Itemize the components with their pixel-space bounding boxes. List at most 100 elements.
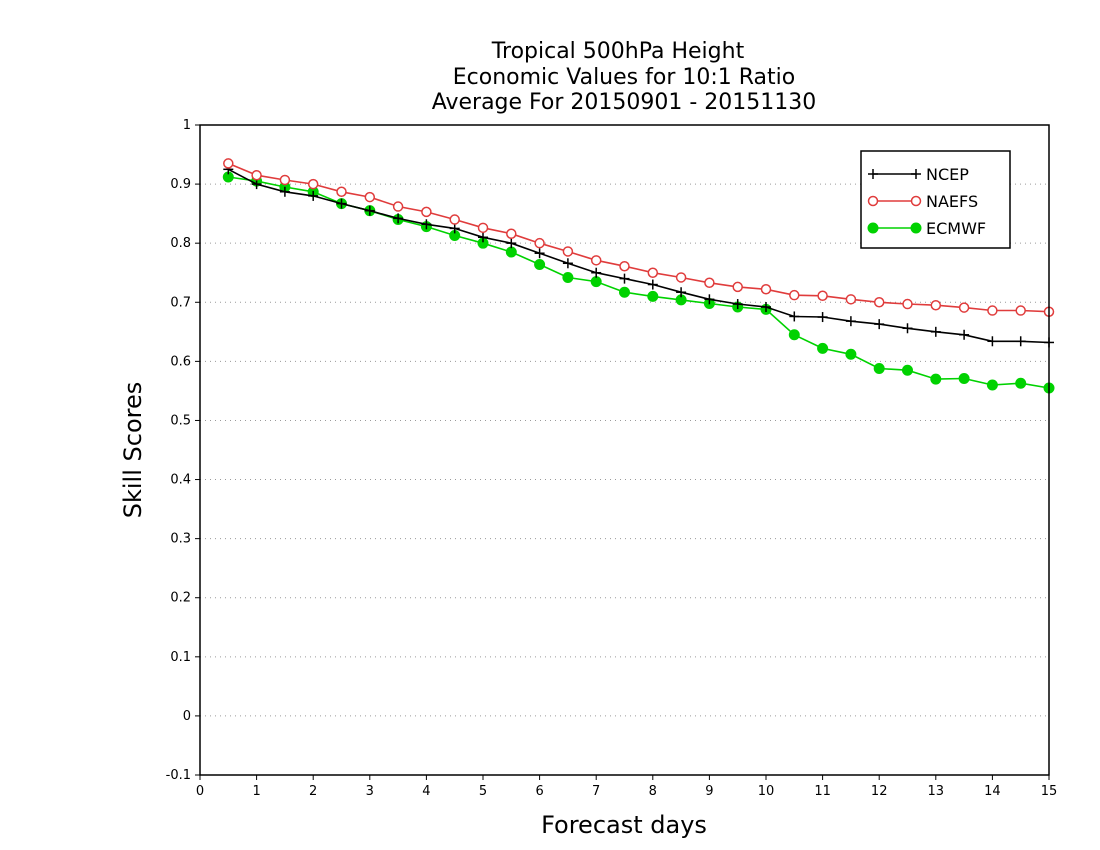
data-point-naefs — [421, 206, 432, 218]
data-point-naefs — [223, 158, 234, 169]
data-point-naefs — [279, 174, 291, 186]
x-tick-label: 12 — [871, 784, 888, 799]
data-point-ecmwf — [1015, 377, 1027, 389]
data-point-ncep — [874, 319, 885, 330]
data-point-ncep — [251, 179, 262, 190]
data-point-naefs — [958, 302, 970, 313]
data-point-ecmwf — [619, 286, 630, 298]
y-tick-label: 0.7 — [170, 295, 191, 310]
data-point-ncep — [364, 205, 375, 216]
legend-entry-ncep: NCEP — [868, 165, 969, 184]
data-point-naefs — [704, 277, 715, 289]
data-point-ncep — [789, 311, 800, 322]
data-point-ncep — [761, 302, 771, 312]
x-tick-label: 4 — [422, 784, 430, 799]
legend-entry-ecmwf: ECMWF — [867, 219, 986, 238]
data-point-naefs — [987, 305, 998, 316]
data-point-ncep — [1015, 336, 1026, 347]
y-tick-label: 0 — [183, 709, 191, 724]
y-axis-label: Skill Scores — [119, 382, 147, 519]
x-tick-label: 0 — [196, 784, 204, 799]
data-point-naefs — [930, 299, 942, 311]
x-tick-label: 11 — [814, 784, 831, 799]
data-point-naefs — [534, 237, 545, 249]
y-tick-label: 0.1 — [170, 650, 191, 665]
legend-marker-ncep — [911, 169, 921, 179]
y-tick-label: 0.5 — [170, 413, 191, 428]
x-tick-label: 14 — [984, 784, 1001, 799]
series-naefs — [223, 158, 1055, 317]
series-ncep — [223, 164, 1054, 348]
x-tick-label: 3 — [366, 784, 374, 799]
data-point-ecmwf — [845, 348, 857, 360]
plot-frame — [199, 124, 1050, 776]
data-point-naefs — [251, 169, 262, 181]
data-point-naefs — [392, 201, 404, 212]
x-axis-ticks: 0 1 2 3 4 5 6 7 8 9 10 11 12 13 14 15 — [196, 775, 1057, 799]
legend-label-ncep: NCEP — [926, 165, 969, 184]
x-tick-label: 2 — [309, 784, 317, 799]
data-point-naefs — [845, 294, 857, 305]
data-point-ecmwf — [788, 329, 800, 341]
chart-title-line-2: Economic Values for 10:1 Ratio — [453, 65, 795, 90]
data-point-ecmwf — [534, 258, 546, 270]
data-point-naefs — [789, 289, 800, 301]
data-point-ncep — [647, 279, 658, 290]
x-tick-label: 9 — [705, 784, 713, 799]
data-point-naefs — [619, 260, 630, 272]
data-point-ecmwf — [986, 379, 998, 391]
data-point-ncep — [393, 213, 404, 224]
y-tick-label: 0.9 — [170, 177, 191, 192]
data-point-naefs — [449, 214, 460, 225]
data-point-ncep — [704, 294, 715, 305]
data-point-ncep — [308, 190, 319, 201]
data-point-ncep — [676, 287, 687, 298]
data-point-ncep — [421, 219, 432, 230]
data-point-naefs — [902, 298, 913, 310]
x-tick-label: 5 — [479, 784, 487, 799]
data-point-ecmwf — [590, 276, 602, 288]
data-point-naefs — [307, 178, 319, 190]
data-point-ecmwf — [817, 342, 829, 354]
data-point-ecmwf — [902, 364, 913, 376]
y-axis-ticks: -0.1 0 0.1 0.2 0.3 0.4 0.5 0.6 0.7 0.8 0.9 1 — [166, 118, 200, 783]
data-point-ncep — [987, 336, 998, 347]
x-tick-label: 6 — [535, 784, 543, 799]
x-axis-label: Forecast days — [541, 811, 707, 839]
legend-marker-ecmwf — [867, 222, 879, 234]
data-point-ncep — [336, 198, 347, 209]
data-point-ncep — [930, 326, 941, 337]
data-point-naefs — [1015, 305, 1026, 316]
x-tick-label: 7 — [592, 784, 600, 799]
y-tick-label: 0.3 — [170, 532, 191, 547]
data-point-ncep — [619, 273, 630, 284]
legend-marker-naefs — [867, 195, 879, 207]
data-point-naefs — [336, 186, 347, 198]
data-point-ecmwf — [930, 373, 942, 385]
data-point-naefs — [675, 272, 687, 283]
data-point-ncep — [845, 316, 856, 327]
legend-label-ecmwf: ECMWF — [926, 219, 986, 238]
data-point-ncep — [478, 232, 488, 243]
data-point-ecmwf — [647, 290, 659, 302]
series-layer — [222, 158, 1055, 394]
legend-marker-naefs — [910, 195, 922, 207]
x-tick-label: 15 — [1041, 784, 1058, 799]
legend-box — [860, 150, 1011, 249]
y-tick-label: 0.8 — [170, 236, 191, 251]
data-point-ecmwf — [958, 373, 970, 384]
y-tick-label: 1 — [183, 118, 191, 133]
legend-items: NCEP NAEFS ECMWF — [867, 165, 986, 238]
data-point-ncep — [732, 299, 743, 310]
y-tick-label: -0.1 — [166, 768, 191, 783]
data-point-ncep — [959, 329, 970, 340]
legend-entry-naefs: NAEFS — [867, 192, 978, 211]
data-point-ncep — [817, 312, 828, 323]
x-tick-label: 1 — [252, 784, 260, 799]
data-point-ecmwf — [505, 246, 517, 258]
legend-marker-ncep — [868, 169, 878, 179]
data-point-ecmwf — [562, 271, 574, 283]
data-point-naefs — [364, 191, 376, 203]
data-point-naefs — [590, 255, 602, 266]
x-tick-label: 13 — [928, 784, 945, 799]
